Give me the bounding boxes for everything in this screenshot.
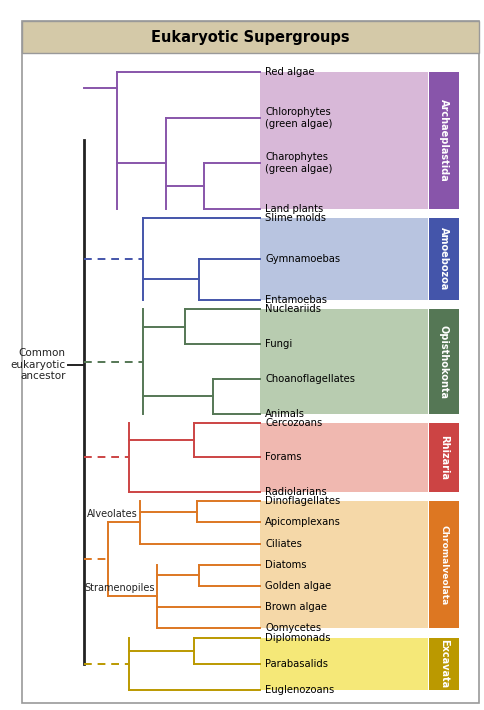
- FancyBboxPatch shape: [428, 72, 458, 209]
- FancyBboxPatch shape: [259, 423, 427, 491]
- Text: Animals: Animals: [265, 408, 304, 418]
- Text: Charophytes
(green algae): Charophytes (green algae): [265, 153, 332, 174]
- Text: Slime molds: Slime molds: [265, 214, 326, 224]
- Text: Entamoebas: Entamoebas: [265, 295, 327, 305]
- Text: Eukaryotic Supergroups: Eukaryotic Supergroups: [151, 30, 349, 45]
- Text: Land plants: Land plants: [265, 204, 323, 214]
- Text: Opisthokonta: Opisthokonta: [438, 324, 448, 398]
- FancyBboxPatch shape: [259, 219, 427, 300]
- Text: Rhizaria: Rhizaria: [438, 435, 448, 480]
- FancyBboxPatch shape: [259, 310, 427, 413]
- Text: Cercozoans: Cercozoans: [265, 418, 322, 428]
- FancyBboxPatch shape: [428, 501, 458, 628]
- Text: Euglenozoans: Euglenozoans: [265, 685, 334, 695]
- Text: Red algae: Red algae: [265, 67, 314, 77]
- FancyBboxPatch shape: [259, 638, 427, 690]
- Text: Parabasalids: Parabasalids: [265, 659, 328, 669]
- FancyBboxPatch shape: [428, 638, 458, 690]
- Text: Ciliates: Ciliates: [265, 538, 302, 549]
- Text: Common
eukaryotic
ancestor: Common eukaryotic ancestor: [10, 348, 65, 381]
- FancyBboxPatch shape: [428, 423, 458, 491]
- Text: Alveolates: Alveolates: [87, 509, 138, 519]
- Text: Radiolarians: Radiolarians: [265, 486, 326, 496]
- FancyBboxPatch shape: [428, 310, 458, 413]
- FancyBboxPatch shape: [259, 72, 427, 209]
- Text: Fungi: Fungi: [265, 339, 292, 349]
- Text: Archaeplastida: Archaeplastida: [438, 99, 448, 182]
- FancyBboxPatch shape: [428, 219, 458, 300]
- Text: Choanoflagellates: Choanoflagellates: [265, 374, 355, 384]
- FancyBboxPatch shape: [22, 21, 478, 53]
- Text: Stramenopiles: Stramenopiles: [84, 583, 154, 593]
- Text: Excavata: Excavata: [438, 639, 448, 689]
- Text: Chromalveolata: Chromalveolata: [439, 525, 447, 605]
- FancyBboxPatch shape: [259, 501, 427, 628]
- Text: Brown algae: Brown algae: [265, 602, 327, 612]
- Text: Amoebozoa: Amoebozoa: [438, 227, 448, 290]
- Text: Diatoms: Diatoms: [265, 559, 306, 569]
- Text: Dinoflagellates: Dinoflagellates: [265, 496, 340, 506]
- Text: Forams: Forams: [265, 452, 301, 462]
- Text: Apicomplexans: Apicomplexans: [265, 518, 340, 528]
- Text: Diplomonads: Diplomonads: [265, 633, 330, 643]
- Text: Chlorophytes
(green algae): Chlorophytes (green algae): [265, 107, 332, 129]
- Text: Golden algae: Golden algae: [265, 581, 331, 591]
- Text: Gymnamoebas: Gymnamoebas: [265, 254, 340, 264]
- Text: Oomycetes: Oomycetes: [265, 623, 321, 633]
- Text: Nucleariids: Nucleariids: [265, 305, 320, 315]
